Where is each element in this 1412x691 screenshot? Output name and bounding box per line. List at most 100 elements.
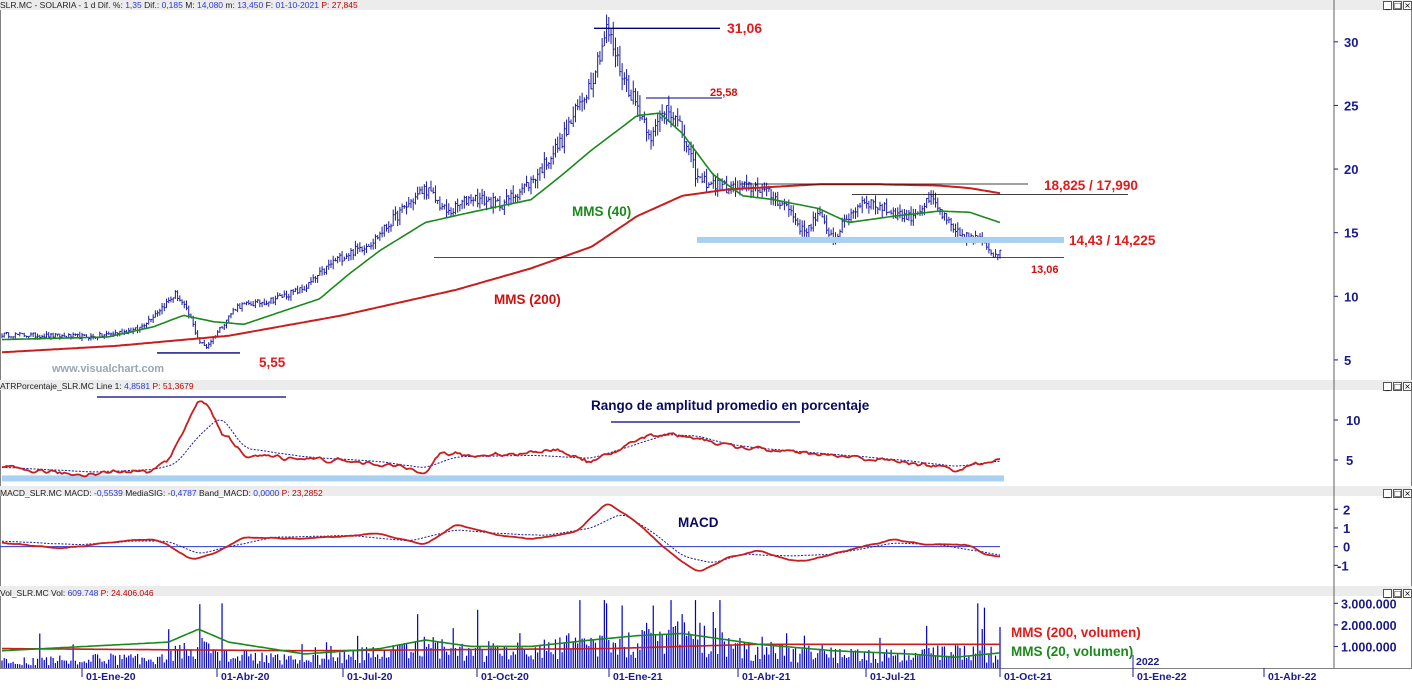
header-p-value: P: 23,2852 <box>279 488 323 498</box>
header-key: Vol: <box>48 588 68 598</box>
vol-y-tick-label: 3.000.000 <box>1341 597 1397 611</box>
volume-panel-header: Vol_SLR.MC Vol: 609.748 P: 24.406.046 <box>0 588 154 598</box>
atr-minimize-button[interactable]: _ <box>1383 382 1392 391</box>
header-p-value: P: 27,845 <box>318 0 358 10</box>
header-key: Dif. %: <box>95 0 126 10</box>
sma40-label: MMS (40) <box>572 204 631 219</box>
x-tick-label: 01-Abr-21 <box>742 671 791 683</box>
vol-sma200-line <box>2 643 1000 652</box>
price-minimize-button[interactable]: _ <box>1383 1 1392 10</box>
atr-y-tick-label: 10 <box>1346 413 1360 428</box>
macd-header-strip <box>0 486 1412 496</box>
atr-band <box>2 475 1004 482</box>
header-key: MACD: <box>61 488 94 498</box>
header-value: 0,185 <box>161 0 183 10</box>
vol-sma20-line <box>1 628 1001 659</box>
price-panel-frame <box>0 0 1412 381</box>
price-y-tick-label: 10 <box>1344 289 1358 304</box>
header-value: 1,35 <box>125 0 142 10</box>
header-value: -0,5539 <box>94 488 123 498</box>
macd-close-button[interactable]: × <box>1403 489 1412 498</box>
header-symbol: SLR.MC - SOLARIA - 1 d <box>0 0 96 10</box>
header-symbol: MACD_SLR.MC <box>0 488 62 498</box>
vol-header-strip <box>0 586 1412 596</box>
macd-panel-frame <box>0 486 1412 587</box>
x-tick-label: 01-Oct-21 <box>1004 671 1052 683</box>
header-symbol: Vol_SLR.MC <box>0 588 49 598</box>
level-label-31: 31,06 <box>727 20 762 36</box>
atr-y-tick-label: 5 <box>1346 453 1353 468</box>
atr-line <box>1 400 1001 478</box>
price-y-tick-label: 30 <box>1344 35 1358 50</box>
price-y-tick-label: 5 <box>1344 353 1351 368</box>
header-key: Dif.: <box>141 0 162 10</box>
vol-maximize-button[interactable]: □ <box>1393 589 1402 598</box>
header-value: 13,450 <box>237 0 264 10</box>
price-close-button[interactable]: × <box>1403 1 1412 10</box>
header-key: m: <box>223 0 238 10</box>
atr-close-button[interactable]: × <box>1403 382 1412 391</box>
price-y-tick-label: 25 <box>1344 98 1358 113</box>
macd-y-tick-label: 1 <box>1343 521 1350 536</box>
atr-annotation: Rango de amplitud promedio en porcentaje <box>591 398 870 413</box>
macd-annotation: MACD <box>678 515 719 530</box>
x-tick-label: 01-Ene-20 <box>86 671 136 683</box>
x-tick-label: 01-Abr-22 <box>1268 671 1317 683</box>
support-band <box>697 236 1064 243</box>
atr-maximize-button[interactable]: □ <box>1393 382 1402 391</box>
header-key: M: <box>182 0 198 10</box>
macd-y-tick-label: -1 <box>1337 558 1349 573</box>
level-label-25: 25,58 <box>710 87 738 99</box>
header-key: Band_MACD: <box>196 488 254 498</box>
header-symbol: ATRPorcentaje_SLR.MC <box>0 381 94 391</box>
price-panel-header: SLR.MC - SOLARIA - 1 d Dif. %: 1,35 Dif.… <box>0 0 358 10</box>
header-value: 01-10-2021 <box>275 0 319 10</box>
macd-maximize-button[interactable]: □ <box>1393 489 1402 498</box>
header-value: -0,4787 <box>167 488 197 498</box>
vol-sma20-label: MMS (20, volumen) <box>1011 644 1133 659</box>
macd-line <box>1 503 1001 572</box>
macd-y-tick-label: 2 <box>1343 502 1350 517</box>
header-value: 14,080 <box>197 0 224 10</box>
price-header-strip <box>0 0 1412 10</box>
atr-panel-header: ATRPorcentaje_SLR.MC Line 1: 4,8581 P: 5… <box>0 381 194 391</box>
header-p-value: P: 24.406.046 <box>98 588 154 598</box>
level-label-555: 5,55 <box>259 355 286 370</box>
header-key: F: <box>263 0 276 10</box>
atr-header-strip <box>0 380 1412 390</box>
price-maximize-button[interactable]: □ <box>1393 1 1402 10</box>
vol-y-tick-label: 2.000.000 <box>1341 619 1397 633</box>
price-y-tick-label: 20 <box>1344 162 1358 177</box>
macd-y-tick-label: 0 <box>1343 540 1350 555</box>
vol-y-tick-label: 1.000.000 <box>1341 640 1397 654</box>
x-tick-label: 01-Oct-20 <box>481 671 529 683</box>
header-p-value: P: 51,3679 <box>150 381 194 391</box>
vol-minimize-button[interactable]: _ <box>1383 589 1392 598</box>
x-tick-label: 01-Abr-20 <box>221 671 270 683</box>
atr-signal-line <box>1 419 1001 473</box>
x-tick-label: 01-Ene-21 <box>613 671 663 683</box>
macd-signal-line <box>2 514 1001 563</box>
x-tick-label: 01-Jul-21 <box>870 671 916 683</box>
header-value: 4,8581 <box>124 381 151 391</box>
header-key: Line 1: <box>93 381 125 391</box>
header-value: 609.748 <box>67 588 99 598</box>
level-label-18825: 18,825 / 17,990 <box>1044 178 1138 193</box>
vol-sma200-label: MMS (200, volumen) <box>1011 625 1141 640</box>
vol-panel-frame <box>0 586 1412 669</box>
sma200-label: MMS (200) <box>494 292 561 307</box>
macd-minimize-button[interactable]: _ <box>1383 489 1392 498</box>
header-value: 0,0000 <box>253 488 280 498</box>
vol-close-button[interactable]: × <box>1403 589 1412 598</box>
level-label-1306: 13,06 <box>1031 264 1059 276</box>
level-label-1443: 14,43 / 14,225 <box>1069 233 1156 248</box>
x-tick-label: 01-Ene-22 <box>1137 671 1187 683</box>
header-key: MediaSIG: <box>122 488 168 498</box>
watermark: www.visualchart.com <box>51 363 164 375</box>
sma40-line <box>1 112 1001 341</box>
x-tick-year-label: 2022 <box>1136 656 1160 668</box>
x-tick-label: 01-Jul-20 <box>347 671 393 683</box>
volume-bars <box>1 600 1001 668</box>
price-y-tick-label: 15 <box>1344 226 1358 241</box>
